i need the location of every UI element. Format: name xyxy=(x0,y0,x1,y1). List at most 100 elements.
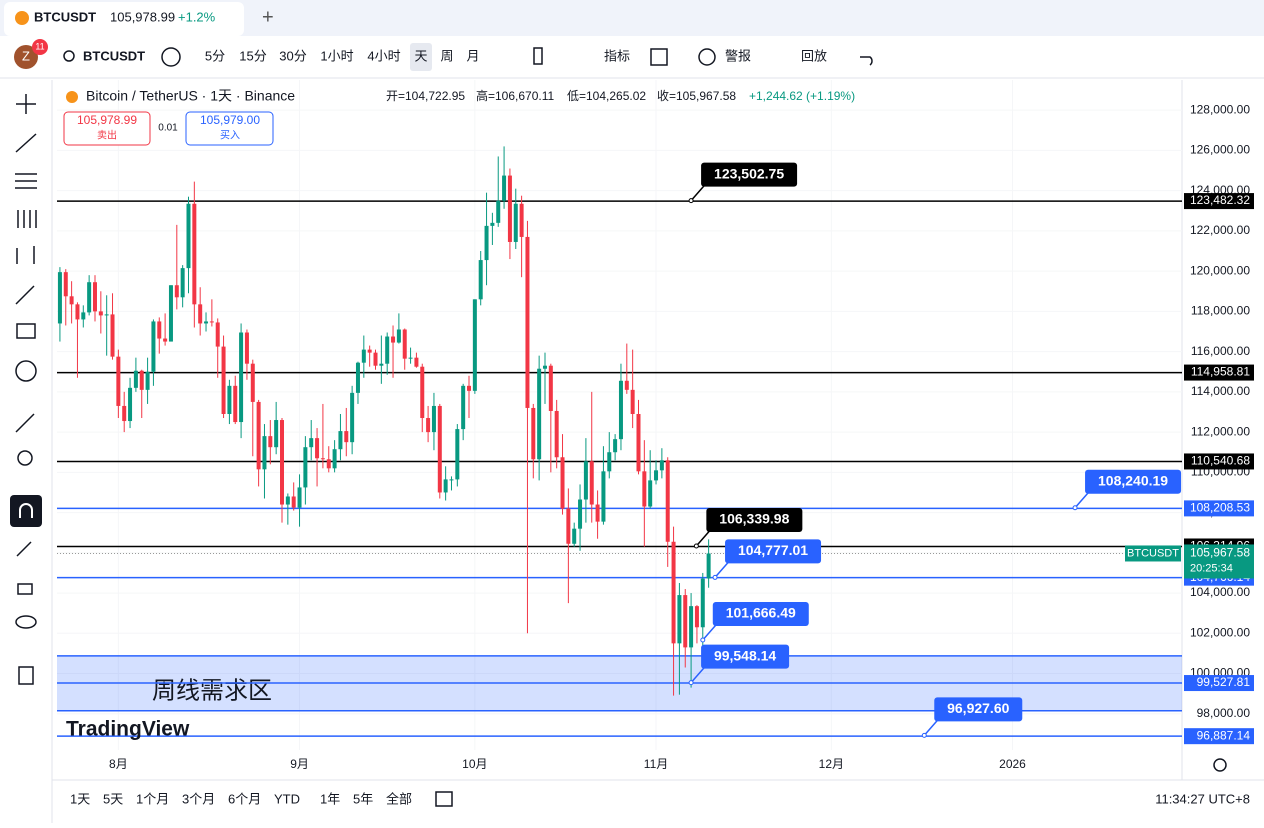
level-tag-label: 110,540.68 xyxy=(1191,454,1250,468)
zoom-tool[interactable] xyxy=(17,450,33,466)
candle-body xyxy=(467,385,472,391)
chart-type-icon[interactable] xyxy=(533,47,543,65)
candle-body xyxy=(92,282,97,312)
candle-body xyxy=(414,357,419,367)
range-button[interactable]: 3个月 xyxy=(182,791,215,806)
replay[interactable]: 回放 xyxy=(801,48,827,63)
candle-body xyxy=(326,459,331,469)
lock-tool[interactable] xyxy=(17,583,33,595)
interval[interactable]: 15分 xyxy=(239,48,266,63)
sell-price: 105,978.99 xyxy=(77,113,137,127)
callout-pointer xyxy=(714,560,730,578)
drawing-tools xyxy=(10,94,42,685)
compare-icon[interactable] xyxy=(161,47,181,67)
magnet-tool[interactable] xyxy=(10,495,42,527)
text-tool[interactable] xyxy=(16,323,36,339)
callout-label: 108,240.19 xyxy=(1098,472,1168,488)
search-icon xyxy=(63,50,75,62)
tab-price: 105,978.99 xyxy=(110,9,175,24)
candle-body xyxy=(502,175,507,201)
new-tab[interactable]: + xyxy=(262,6,274,28)
candle-body xyxy=(98,311,103,316)
candle-body xyxy=(478,260,483,300)
sell-button[interactable] xyxy=(63,111,151,146)
candle-body xyxy=(250,363,255,402)
undo-icon[interactable] xyxy=(860,56,873,66)
alert-icon xyxy=(698,48,716,66)
buy-button[interactable] xyxy=(185,111,274,146)
candle-body xyxy=(338,431,343,450)
icon-tool[interactable] xyxy=(15,360,37,382)
forecast-tool[interactable] xyxy=(16,246,35,264)
level-tag xyxy=(1184,193,1254,210)
candle-body xyxy=(566,508,571,544)
range-button[interactable]: 全部 xyxy=(386,791,412,806)
tab-symbol: BTCUSDT xyxy=(34,9,96,24)
interval[interactable]: 30分 xyxy=(279,48,306,63)
candle-body xyxy=(361,349,366,363)
delete-tool[interactable] xyxy=(18,666,34,685)
candle-body xyxy=(309,438,314,448)
interval[interactable]: 月 xyxy=(466,48,479,63)
candle-body xyxy=(490,222,495,226)
alerts[interactable]: 警报 xyxy=(725,48,751,63)
candle-body xyxy=(396,329,401,343)
y-tick-label: 98,000.00 xyxy=(1197,706,1251,720)
candle-body xyxy=(537,368,542,460)
hide-tool[interactable] xyxy=(15,615,37,629)
interval[interactable]: 周 xyxy=(440,48,453,63)
candle-body xyxy=(677,595,682,644)
draw-mode-tool[interactable] xyxy=(16,541,32,557)
interval-active xyxy=(410,43,432,71)
date-range-icon[interactable] xyxy=(435,791,453,807)
interval[interactable]: 4小时 xyxy=(367,48,400,63)
symbol-search[interactable]: BTCUSDT xyxy=(83,48,145,63)
candle-body xyxy=(694,606,699,628)
y-tick-label: 120,000.00 xyxy=(1190,263,1250,277)
crosshair-tool[interactable] xyxy=(16,94,36,114)
range-button[interactable]: 6个月 xyxy=(228,791,261,806)
interval[interactable]: 5分 xyxy=(205,48,225,63)
callout-anchor xyxy=(712,574,718,580)
candle-body xyxy=(320,458,325,460)
indicators[interactable]: 指标 xyxy=(604,48,630,63)
x-tick-label: 11月 xyxy=(644,757,668,771)
tab[interactable] xyxy=(4,2,244,36)
candle-body xyxy=(163,338,168,342)
range-button[interactable]: 1年 xyxy=(320,791,340,806)
brush-tool[interactable] xyxy=(15,285,35,305)
templates-icon[interactable] xyxy=(650,48,668,66)
range-button[interactable]: 1个月 xyxy=(136,791,169,806)
fib-tool[interactable] xyxy=(15,173,37,189)
pattern-tool[interactable] xyxy=(17,210,37,228)
callout-anchor xyxy=(688,680,694,686)
y-tick-label: 122,000.00 xyxy=(1190,223,1250,237)
candle-body xyxy=(589,461,594,505)
measure-tool[interactable] xyxy=(15,413,35,433)
callout-box xyxy=(706,507,803,532)
trendline-tool[interactable] xyxy=(15,133,37,153)
range-button[interactable]: 5天 xyxy=(103,791,123,806)
range-button[interactable]: YTD xyxy=(274,791,300,806)
callout-box xyxy=(701,644,790,669)
interval[interactable]: 天 xyxy=(414,48,427,63)
interval[interactable]: 1小时 xyxy=(320,48,353,63)
legend-close: 收=105,967.58 xyxy=(657,89,736,103)
candle-body xyxy=(642,471,647,507)
range-button[interactable]: 1天 xyxy=(70,791,90,806)
x-tick-label: 2026 xyxy=(999,757,1026,771)
avatar[interactable] xyxy=(14,45,38,69)
x-tick-label: 9月 xyxy=(290,757,309,771)
candle-body xyxy=(157,321,162,339)
callout-pointer xyxy=(702,623,718,641)
candle-body xyxy=(355,362,360,393)
candle-body xyxy=(204,321,209,324)
callout-label: 123,502.75 xyxy=(714,165,784,181)
candle-body xyxy=(461,385,466,430)
range-button[interactable]: 5年 xyxy=(353,791,373,806)
settings-icon[interactable] xyxy=(1213,758,1227,772)
candle-body xyxy=(572,528,577,544)
badge-count: 11 xyxy=(35,41,44,51)
